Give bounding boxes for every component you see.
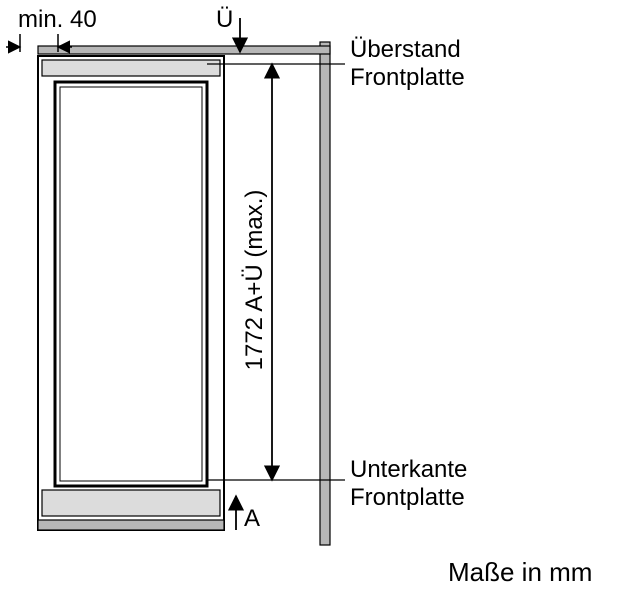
label-height: 1772 A+Ü (max.) <box>241 190 268 371</box>
label-top-right-1: Überstand <box>350 36 465 64</box>
label-footer: Maße in mm <box>448 558 592 588</box>
label-U: Ü <box>216 6 233 34</box>
label-min40: min. 40 <box>18 6 97 34</box>
label-A: A <box>244 505 260 533</box>
label-top-right-2: Frontplatte <box>350 64 465 92</box>
label-bot-right: Unterkante Frontplatte <box>350 456 467 511</box>
cabinet <box>38 56 224 530</box>
label-bot-right-1: Unterkante <box>350 456 467 484</box>
appliance-door <box>55 82 207 486</box>
diagram-svg: 1772 A+Ü (max.) <box>0 0 618 600</box>
side-panel <box>320 42 330 545</box>
label-bot-right-2: Frontplatte <box>350 484 467 512</box>
top-shelf <box>38 46 330 54</box>
label-top-right: Überstand Frontplatte <box>350 36 465 91</box>
